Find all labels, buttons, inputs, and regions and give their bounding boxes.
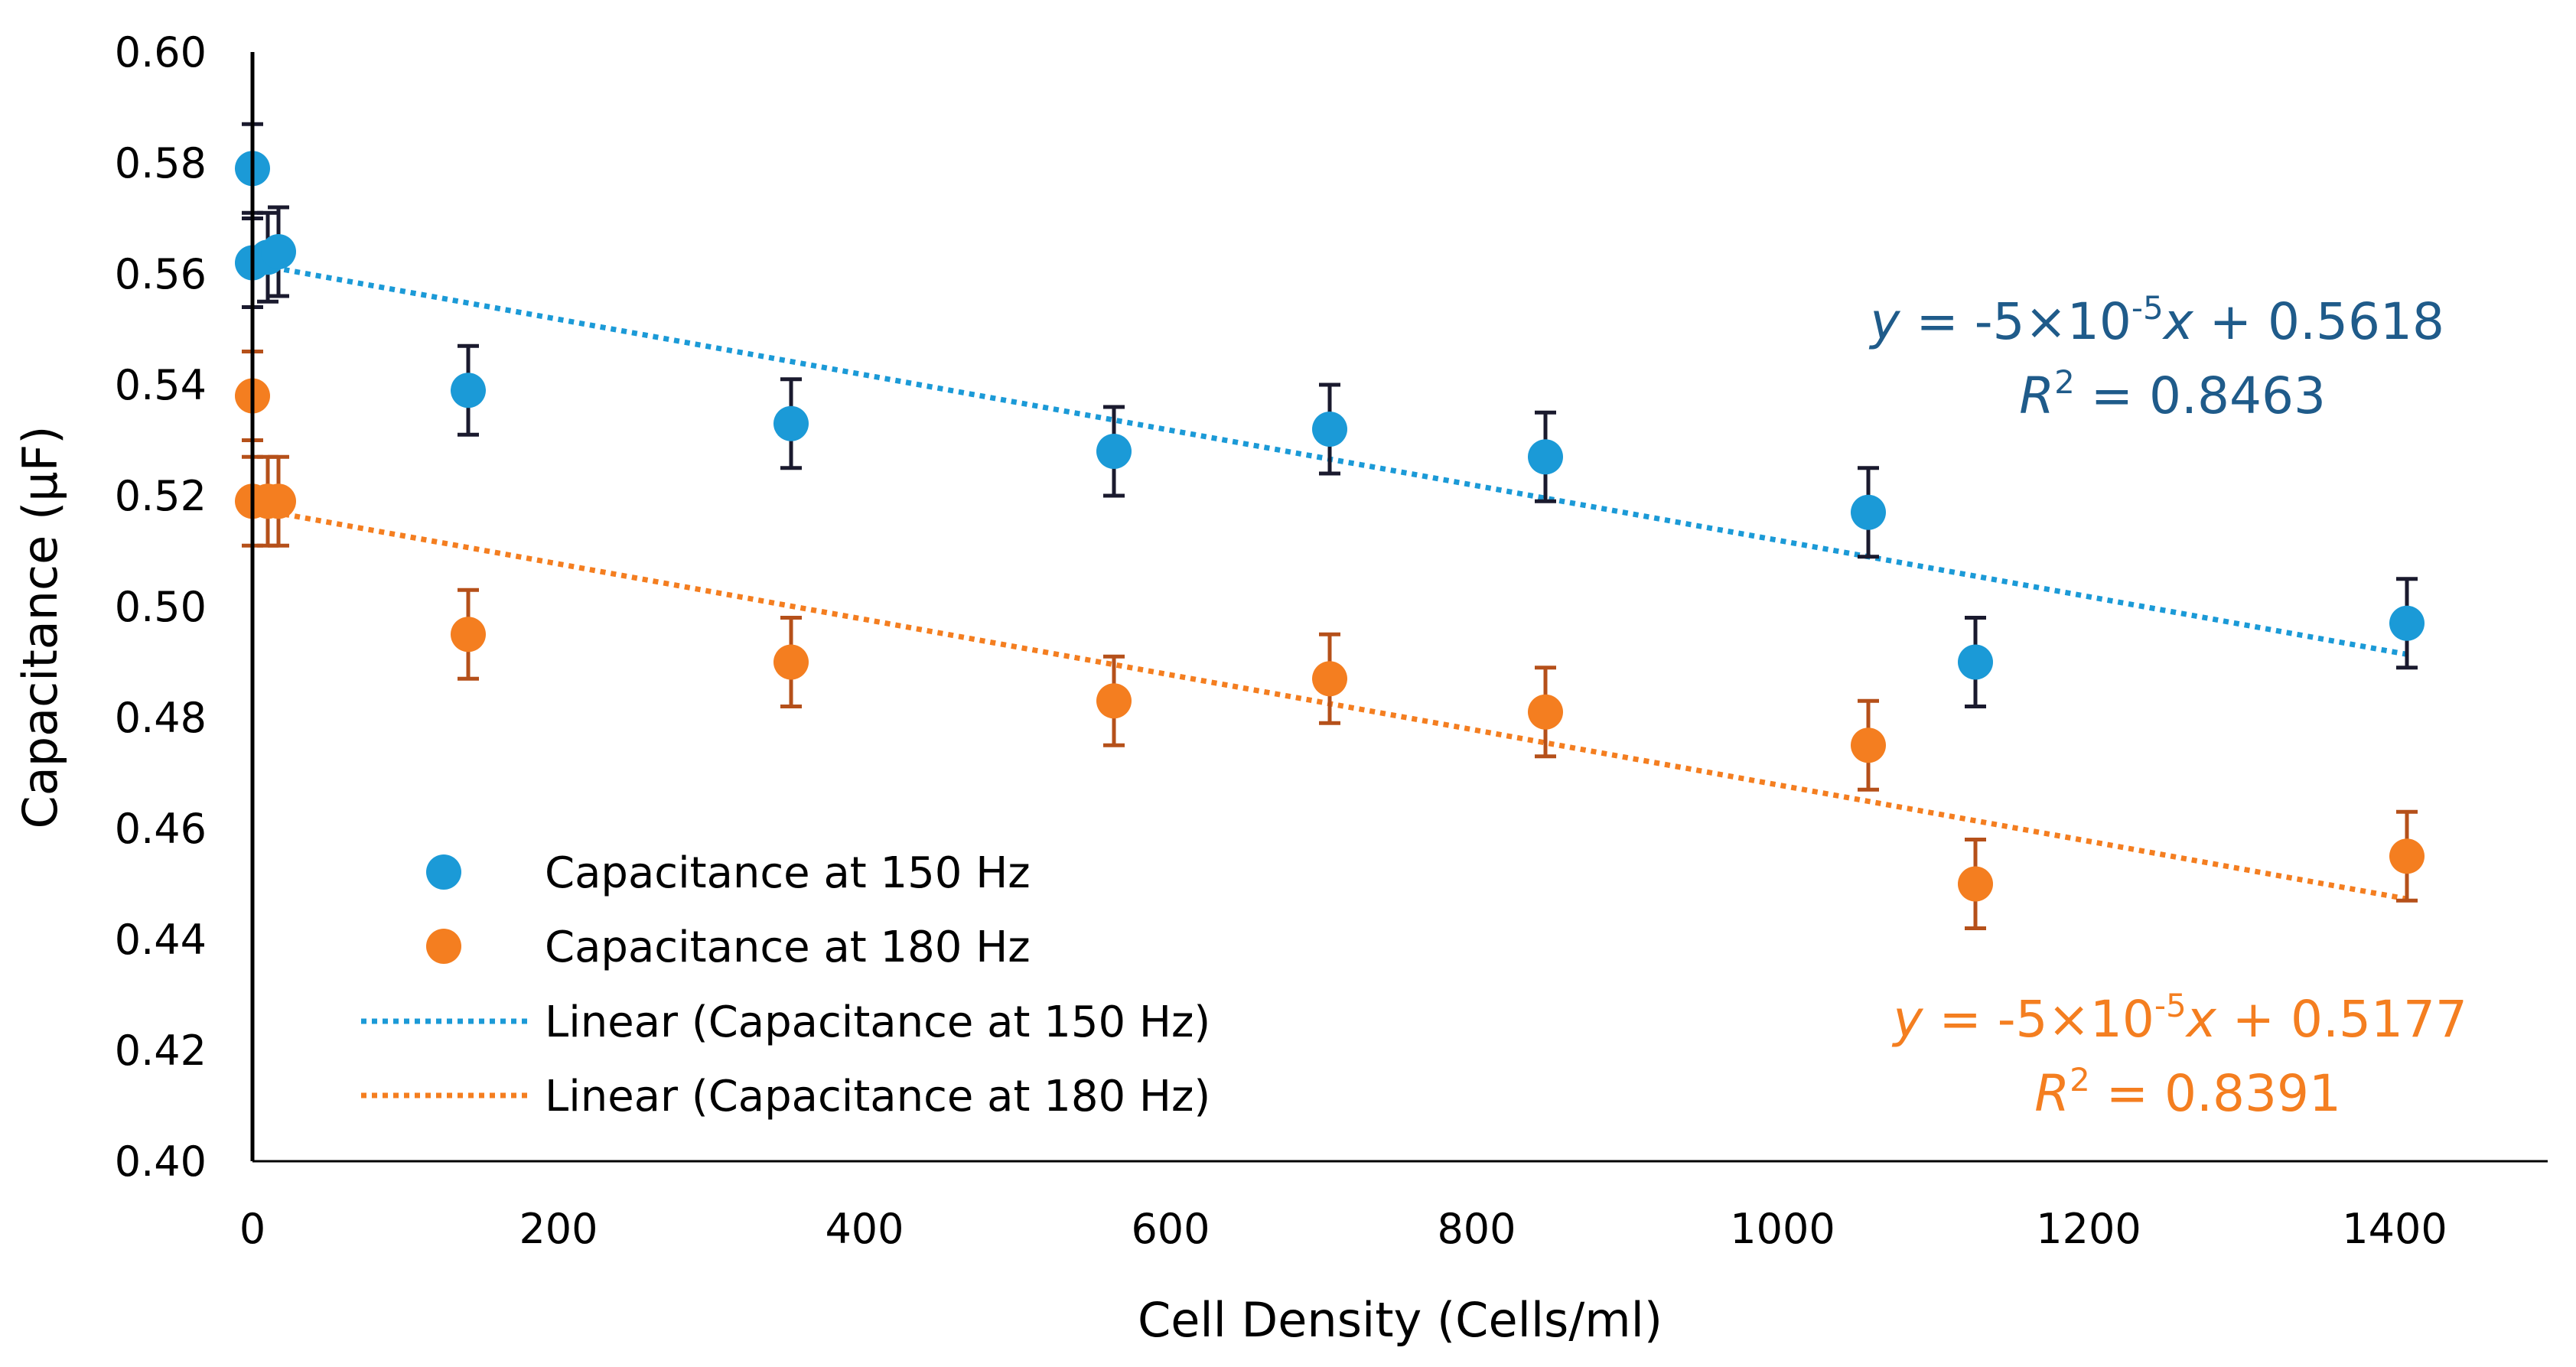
eq150-mid: = -5×10 [1900,292,2131,351]
data-point-series-0 [261,234,296,269]
eq150-y: y [1868,292,1900,351]
y-tick-label: 0.56 [115,250,207,298]
x-tick-label: 1400 [2342,1205,2447,1253]
r2-180-text: = 0.8391 [2090,1064,2341,1123]
y-tick-label: 0.44 [115,916,207,964]
r2-180-sup: 2 [2070,1061,2090,1098]
error-bars [242,122,2418,930]
legend-label-linear-150hz: Linear (Capacitance at 150 Hz) [545,998,1210,1047]
eq180-mid: = -5×10 [1923,990,2154,1049]
data-point-series-0 [1096,434,1132,469]
data-point-series-1 [1851,727,1886,763]
r2-150-sup: 2 [2054,363,2075,401]
x-tick-label: 1000 [1730,1205,1835,1253]
x-tick-label: 600 [1131,1205,1210,1253]
y-tick-label: 0.46 [115,805,207,853]
legend-item-linear-150hz: Linear (Capacitance at 150 Hz) [361,998,1210,1047]
y-tick-label: 0.52 [115,472,207,520]
y-tick-label: 0.48 [115,694,207,742]
data-point-series-1 [451,617,486,653]
r2-180-var: R [2034,1064,2070,1123]
data-point-series-1 [1528,694,1563,730]
r2-150-var: R [2019,366,2054,425]
x-tick-label: 200 [519,1205,598,1253]
data-point-series-0 [773,405,809,441]
legend-label-180hz: Capacitance at 180 Hz [545,923,1031,972]
data-point-series-0 [1312,412,1347,447]
equation-150hz-line: y = -5×10-5x + 0.5618 [1868,289,2444,351]
data-point-series-0 [1851,494,1886,530]
legend-item-180hz: Capacitance at 180 Hz [426,923,1031,972]
y-tick-label: 0.40 [115,1138,207,1186]
legend-item-linear-180hz: Linear (Capacitance at 180 Hz) [361,1072,1210,1121]
y-tick-label: 0.42 [115,1027,207,1075]
r2-150-text: = 0.8463 [2075,366,2326,425]
equation-180hz-line: y = -5×10-5x + 0.5177 [1891,987,2467,1049]
equation-180hz: y = -5×10-5x + 0.5177 R2 = 0.8391 [1891,987,2467,1123]
x-tick-label: 400 [825,1205,904,1253]
eq180-end: + 0.5177 [2216,990,2467,1049]
legend-marker-150hz [426,854,461,890]
y-tick-label: 0.60 [115,28,207,76]
legend: Capacitance at 150 Hz Capacitance at 180… [361,848,1210,1121]
data-point-series-0 [1528,439,1563,475]
r2-150hz-line: R2 = 0.8463 [2019,363,2326,425]
data-point-series-1 [773,644,809,680]
data-point-series-1 [1312,661,1347,697]
eq150-exp: -5 [2131,289,2164,327]
x-axis-ticks: 0 200 400 600 800 1000 1200 1400 [239,1205,2447,1253]
trendlines [252,261,2408,902]
data-points [235,151,2425,902]
eq150-end: + 0.5618 [2193,292,2444,351]
data-point-series-0 [451,373,486,408]
equation-150hz: y = -5×10-5x + 0.5618 R2 = 0.8463 [1868,289,2444,425]
eq180-exp: -5 [2154,987,2187,1024]
x-tick-label: 1200 [2036,1205,2141,1253]
legend-label-linear-180hz: Linear (Capacitance at 180 Hz) [545,1072,1210,1121]
r2-180hz-line: R2 = 0.8391 [2034,1061,2341,1123]
y-tick-label: 0.58 [115,139,207,187]
x-tick-label: 800 [1437,1205,1516,1253]
data-point-series-1 [261,483,296,519]
eq180-x: x [2185,990,2217,1049]
legend-label-150hz: Capacitance at 150 Hz [545,848,1031,898]
data-point-series-0 [1958,644,1993,680]
x-axis-label: Cell Density (Cells/ml) [1138,1292,1663,1348]
eq180-y: y [1891,990,1923,1049]
data-point-series-0 [2389,605,2425,641]
y-tick-label: 0.50 [115,583,207,631]
y-axis-ticks: 0.40 0.42 0.44 0.46 0.48 0.50 0.52 0.54 0.56 0.58… [115,28,207,1186]
data-point-series-1 [1958,866,1993,902]
y-axis-label: Capacitance (µF) [12,426,68,829]
y-tick-label: 0.54 [115,361,207,409]
legend-marker-180hz [426,929,461,964]
x-tick-label: 0 [239,1205,265,1253]
legend-item-150hz: Capacitance at 150 Hz [426,848,1031,898]
data-point-series-1 [2389,838,2425,874]
data-point-series-1 [1096,683,1132,719]
eq150-x: x [2162,292,2194,351]
